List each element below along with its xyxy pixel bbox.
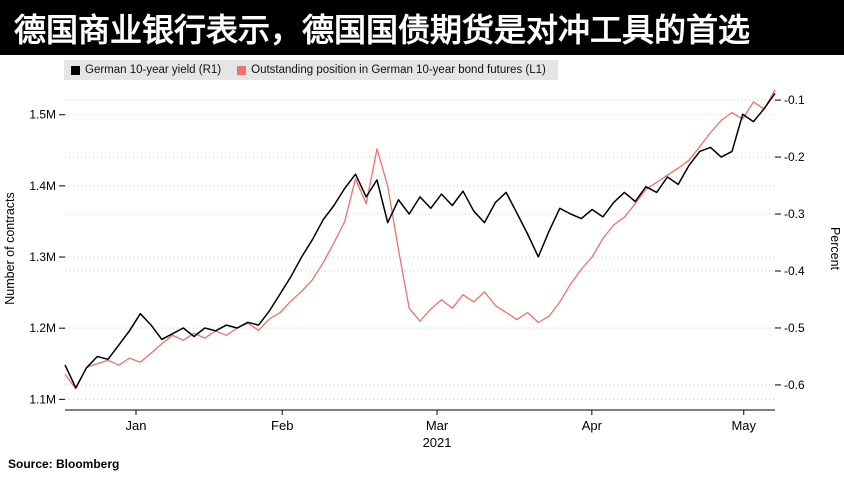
chart-legend: German 10-year yield (R1) Outstanding po… xyxy=(64,60,558,80)
right-tick-label: -0.6 xyxy=(784,378,805,392)
series-line-left xyxy=(64,89,776,390)
x-tick-label: Feb xyxy=(271,418,293,433)
x-tick-label: May xyxy=(731,418,756,433)
page-title: 德国商业银行表示，德国国债期货是对冲工具的首选 xyxy=(0,0,844,55)
left-tick-label: 1.5M xyxy=(29,108,56,122)
right-axis-title: Percent xyxy=(828,227,842,271)
right-tick-label: -0.5 xyxy=(784,321,805,335)
legend-swatch-black xyxy=(71,65,80,75)
x-tick-label: Mar xyxy=(426,418,449,433)
chart-area: 1.1M 1.2M 1.3M 1.4M 1.5M -0.6 -0.5 -0.4 -0.3 -0.2… xyxy=(0,55,844,455)
right-tick-label: -0.3 xyxy=(784,207,805,221)
legend-item-position: Outstanding position in German 10-year b… xyxy=(237,64,546,76)
left-tick-label: 1.2M xyxy=(29,321,56,335)
right-tick-label: -0.2 xyxy=(784,150,805,164)
left-axis-title: Number of contracts xyxy=(3,192,17,305)
left-tick-label: 1.1M xyxy=(29,392,56,406)
right-tick-label: -0.4 xyxy=(784,264,805,278)
page-title-text: 德国商业银行表示，德国国债期货是对冲工具的首选 xyxy=(14,11,751,48)
right-tick-label: -0.1 xyxy=(784,93,805,107)
source-credit: Source: Bloomberg xyxy=(8,457,120,471)
legend-label-position: Outstanding position in German 10-year b… xyxy=(251,64,546,76)
legend-item-yield: German 10-year yield (R1) xyxy=(71,64,221,76)
x-axis-year: 2021 xyxy=(423,435,452,450)
x-tick-label: Jan xyxy=(126,418,147,433)
legend-label-yield: German 10-year yield (R1) xyxy=(85,64,222,76)
x-tick-label: Apr xyxy=(582,418,603,433)
chart-canvas: 1.1M 1.2M 1.3M 1.4M 1.5M -0.6 -0.5 -0.4 -0.3 -0.2… xyxy=(3,89,842,450)
left-tick-label: 1.4M xyxy=(29,179,56,193)
left-tick-label: 1.3M xyxy=(29,250,56,264)
series-line-right xyxy=(64,92,776,389)
legend-swatch-red xyxy=(237,65,247,75)
